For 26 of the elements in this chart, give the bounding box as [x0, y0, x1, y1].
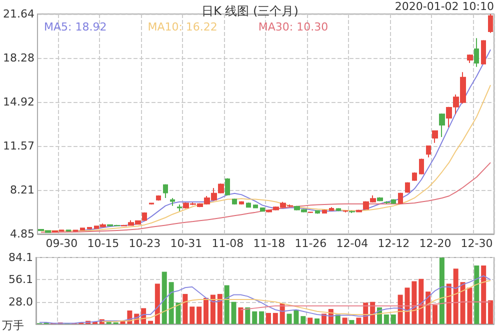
text: MA10: 16.22	[148, 20, 218, 34]
x-tick-label: 10-23	[128, 237, 161, 250]
x-tick-label: 09-30	[46, 237, 78, 250]
y-tick-label: 21.64	[2, 8, 34, 20]
y-axis-title: 万手	[2, 319, 24, 332]
text: 2020-01-02 10:10	[394, 0, 494, 13]
text: MA30: 10.30	[258, 20, 328, 34]
x-tick-label: 12-30	[460, 237, 493, 250]
x-tick-label: 12-20	[419, 237, 452, 250]
y-tick-label: 4.85	[10, 228, 34, 240]
y-tick-label: 28.0	[8, 295, 33, 308]
text: MA5: 18.92	[44, 20, 107, 34]
x-tick-label: 12-12	[378, 237, 410, 250]
y-tick-label: 8.21	[10, 183, 34, 196]
y-tick-label: 56.1	[8, 273, 33, 286]
x-tick-label: 11-26	[294, 237, 327, 250]
chart-title: 日K 线图 (三个月)	[202, 4, 298, 18]
y-tick-label: 14.92	[2, 96, 34, 109]
x-tick-label: 10-15	[87, 237, 120, 250]
y-tick-label: 84.1	[8, 251, 33, 264]
y-tick-label: 18.28	[2, 52, 34, 65]
x-tick-label: 10-31	[170, 237, 202, 250]
x-tick-label: 12-04	[336, 237, 368, 250]
y-tick-label: 11.57	[2, 139, 34, 152]
x-tick-label: 11-18	[253, 237, 286, 250]
x-tick-label: 11-08	[212, 237, 244, 250]
